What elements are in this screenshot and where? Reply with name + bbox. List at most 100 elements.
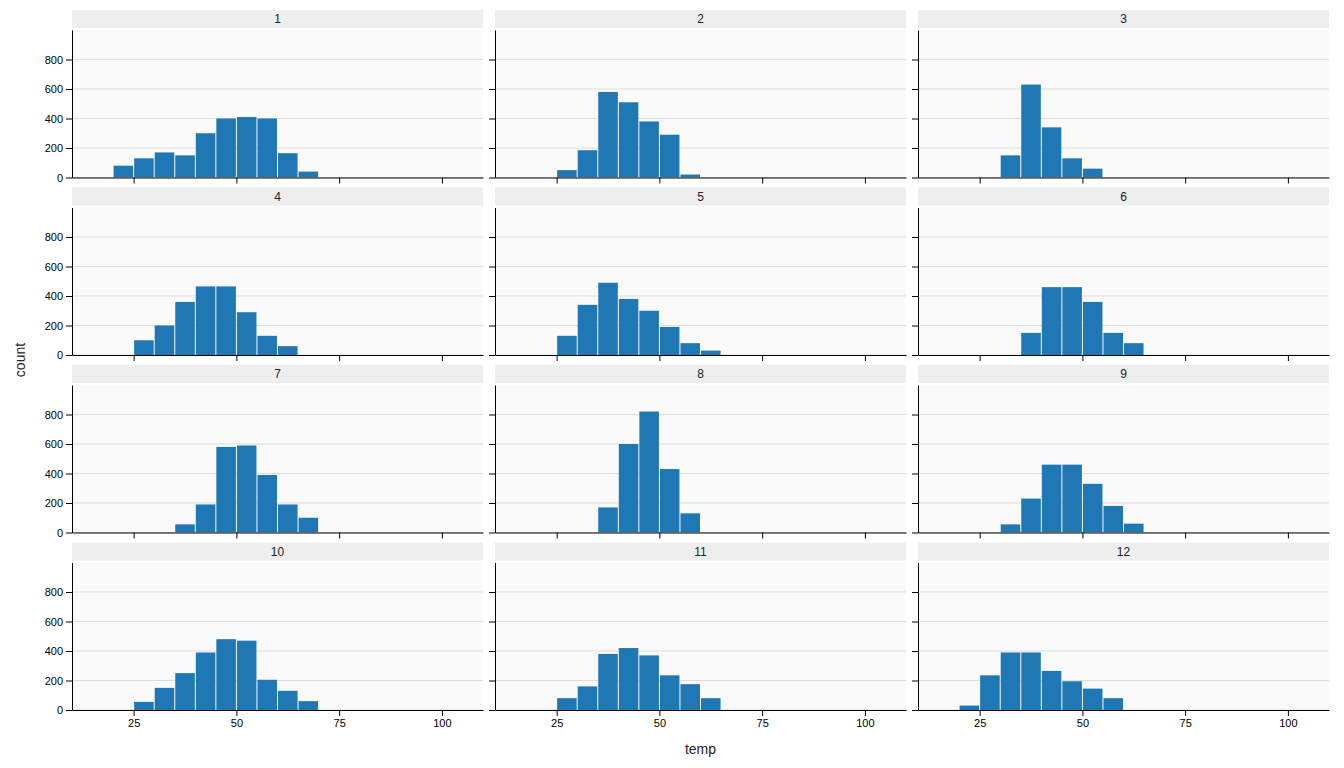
x-tick-label: 25 [551, 717, 563, 729]
x-tick-mark [339, 710, 340, 716]
grid-line [72, 296, 483, 297]
bar [1247, 355, 1267, 356]
x-tick-mark [1185, 178, 1186, 184]
y-tick-mark [489, 148, 495, 149]
x-tick-label: 25 [974, 717, 986, 729]
x-axis [73, 178, 484, 184]
plot [489, 30, 907, 184]
x-tick-mark [442, 710, 443, 716]
x-tick-mark [557, 178, 558, 184]
y-tick [489, 355, 495, 356]
bar [1165, 355, 1185, 356]
y-tick-label: 600 [45, 438, 63, 450]
bar [401, 177, 421, 178]
bar [1227, 710, 1247, 711]
plot: 255075100 [489, 563, 907, 729]
grid-line [495, 444, 906, 445]
y-tick-label: 0 [57, 704, 63, 716]
plot-background [72, 208, 483, 356]
y-tick-label: 400 [45, 290, 63, 302]
x-tick-mark [865, 178, 866, 184]
y-tick [912, 355, 918, 356]
y-axis-line [495, 31, 496, 179]
grid-line [72, 148, 483, 149]
bar [134, 702, 154, 710]
bars [175, 445, 318, 532]
grid-line [72, 355, 483, 356]
plot-background [495, 30, 906, 178]
bar [537, 355, 557, 356]
y-axis [912, 31, 919, 179]
y-tick [489, 89, 495, 90]
x-tick [442, 355, 443, 361]
grid [495, 60, 906, 178]
bar [155, 152, 175, 177]
panel: 70200400600800 [45, 365, 484, 539]
plot [489, 208, 907, 362]
bar [824, 710, 844, 711]
y-tick-mark [912, 444, 918, 445]
bar [980, 675, 1000, 710]
y-tick [489, 444, 495, 445]
x-tick-mark [659, 533, 660, 539]
y-tick-mark [489, 651, 495, 652]
x-tick [557, 533, 558, 539]
x-tick [1288, 533, 1289, 539]
bar [442, 355, 462, 356]
plot-background [495, 563, 906, 711]
y-axis-line [495, 208, 496, 356]
y-tick [912, 296, 918, 297]
bar [845, 355, 865, 356]
bar [939, 355, 959, 356]
y-axis: 0200400600800 [45, 563, 73, 716]
grid-line [918, 592, 1329, 593]
bar [73, 710, 93, 711]
bar [340, 532, 360, 533]
plot-background [495, 385, 906, 533]
y-axis: 0200400600800 [45, 386, 73, 539]
grid [72, 60, 483, 178]
bar [557, 336, 577, 355]
y-tick-label: 400 [45, 113, 63, 125]
bar [134, 340, 154, 355]
y-tick-mark [912, 60, 918, 61]
x-tick [339, 178, 340, 184]
panel-title: 3 [1120, 12, 1127, 26]
grid-line [495, 59, 906, 60]
y-tick-mark [912, 296, 918, 297]
bar [1083, 689, 1103, 710]
y-tick: 800 [45, 409, 72, 421]
x-tick [865, 355, 866, 361]
bar [1268, 710, 1288, 711]
y-tick-mark [489, 119, 495, 120]
y-tick-mark [66, 710, 72, 711]
x-tick: 50 [231, 710, 243, 729]
x-tick-mark [865, 710, 866, 716]
bar [783, 710, 803, 711]
bar [237, 641, 257, 710]
x-tick-mark [442, 533, 443, 539]
y-tick-mark [66, 651, 72, 652]
x-tick-mark [762, 710, 763, 716]
bar [919, 710, 939, 711]
bar [93, 355, 113, 356]
bars [960, 652, 1123, 710]
x-tick-label: 100 [1279, 717, 1297, 729]
bar [1083, 169, 1103, 178]
x-tick [236, 355, 237, 361]
plot-background [495, 208, 906, 356]
y-tick [489, 237, 495, 238]
plot: 0200400600800 [45, 385, 484, 539]
x-tick-label: 50 [231, 717, 243, 729]
bar [442, 710, 462, 711]
grid-line [918, 503, 1329, 504]
bar [360, 710, 380, 711]
strip [495, 188, 906, 206]
x-axis [496, 355, 907, 361]
y-tick-mark [66, 178, 72, 179]
bar [742, 532, 762, 533]
y-tick-mark [489, 622, 495, 623]
y-axis [912, 386, 919, 534]
bar [442, 177, 462, 178]
y-tick-mark [912, 651, 918, 652]
